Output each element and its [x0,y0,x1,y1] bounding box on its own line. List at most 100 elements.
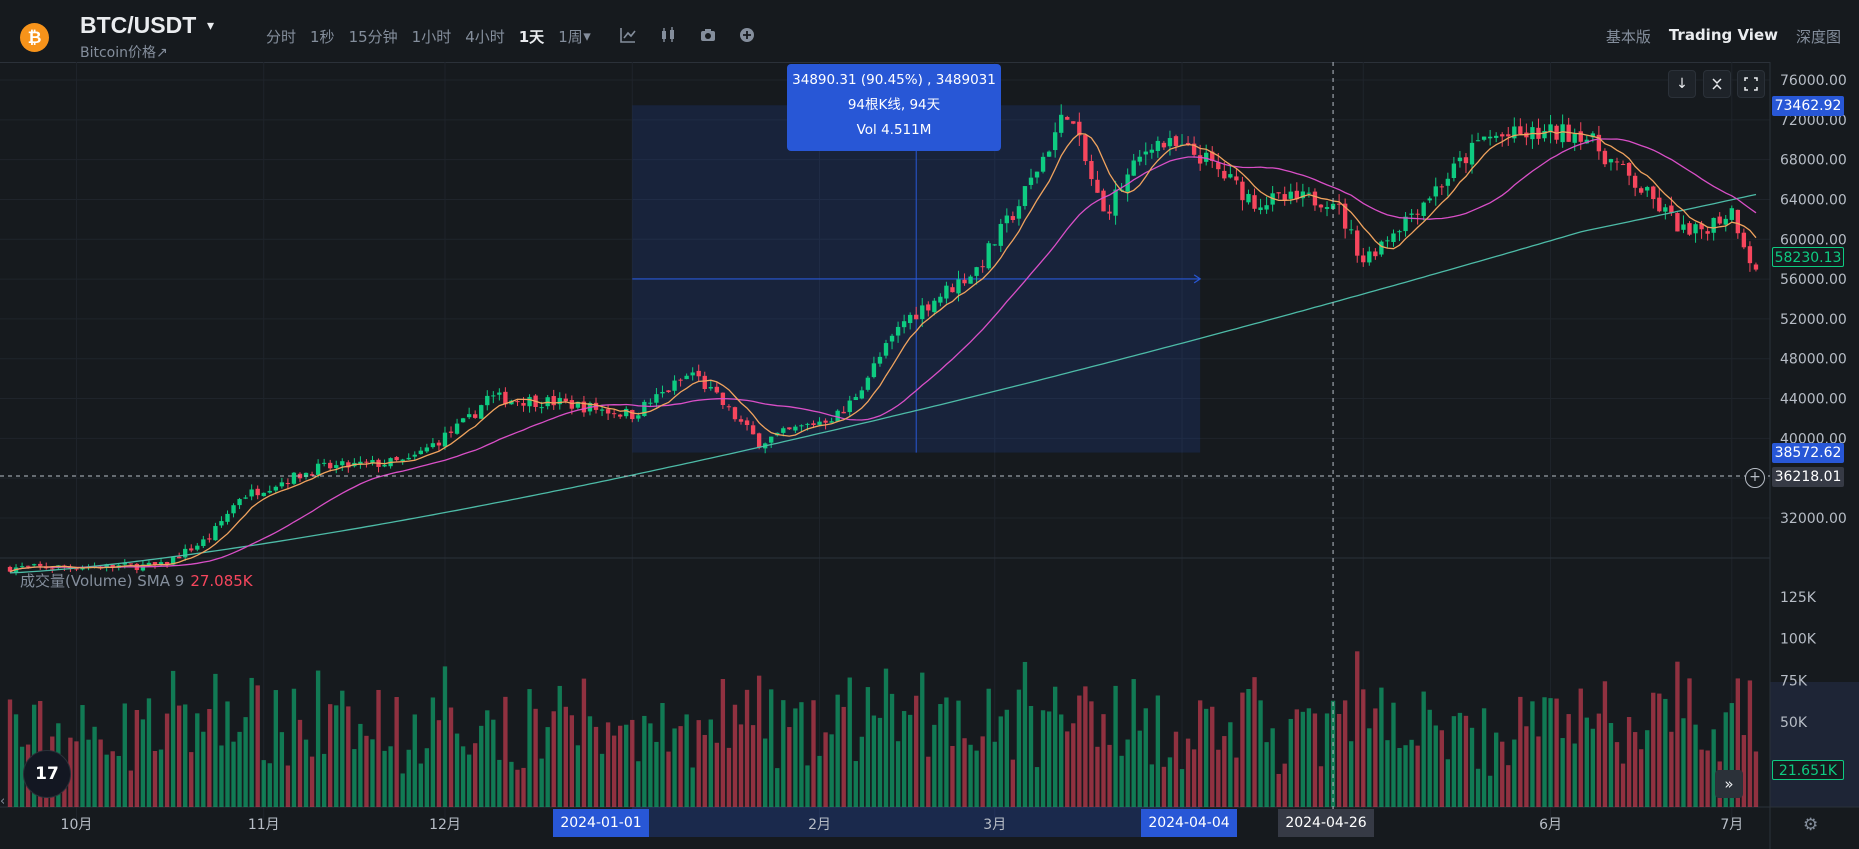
volume-bar [424,748,430,807]
volume-bar [551,711,556,807]
volume-bar [1065,731,1070,807]
candle-body [128,563,134,565]
volume-bar [1342,700,1348,807]
volume-bar [853,761,858,807]
candle-body [406,457,411,460]
tradingview-logo-icon[interactable]: 17 [23,750,71,798]
candle-body [1403,216,1408,232]
volume-bar [690,767,695,807]
more-intervals-chevron-icon[interactable]: ▾ [583,27,591,45]
volume-bar [732,704,738,807]
volume-bar [74,741,79,807]
candle-body [1306,192,1312,194]
interval-tab[interactable]: 4小时 [465,28,505,46]
fullscreen-icon[interactable] [1737,70,1765,98]
candle-body [412,454,417,457]
candle-body [1167,138,1173,147]
interval-tab[interactable]: 1小时 [411,28,452,46]
add-alert-icon[interactable]: + [1745,468,1765,488]
pair-selector[interactable]: BTC/USDT [80,12,197,38]
view-tab-tradingview[interactable]: Trading View [1668,26,1778,44]
add-icon[interactable] [737,26,757,46]
view-tab-depth[interactable]: 深度图 [1795,28,1841,46]
volume-bar [1179,769,1185,807]
candle-body [871,363,877,378]
view-switcher: 基本版 Trading View 深度图 [1606,26,1859,47]
candle-body [684,375,689,380]
price-chart[interactable]: 76000.00 72000.00 68000.00 64000.00 60000.00… [0,62,1859,849]
candle-body [920,305,925,320]
candle-body [648,402,653,404]
volume-bar [702,734,707,807]
volume-bar [321,753,327,807]
volume-bar [1324,713,1330,807]
candle-body [183,548,188,558]
volume-bar [841,706,846,807]
chevron-down-icon[interactable]: ▾ [207,18,215,34]
last-price-tag: 58230.13 [1772,247,1844,267]
interval-tab[interactable]: 分时 [266,28,297,46]
volume-bar [1107,744,1112,807]
view-tab-basic[interactable]: 基本版 [1605,28,1651,46]
candle-body [424,447,430,452]
settings-gear-icon[interactable]: ⚙ [1803,815,1819,835]
volume-bar [1481,708,1487,807]
candle-body [1240,181,1245,201]
volume-bar [1022,661,1028,807]
volume-bar [1252,677,1257,807]
pair-subtitle-link[interactable]: Bitcoin价格↗ [80,45,168,61]
candle-body [1638,188,1644,193]
candle-body [1258,207,1263,211]
candle-type-icon[interactable] [658,26,678,46]
volume-bar [672,728,677,807]
camera-icon[interactable] [698,26,718,46]
candle-body [1137,156,1142,162]
interval-tab[interactable]: 15分钟 [348,28,398,46]
interval-tab[interactable]: 1秒 [310,28,335,46]
price-tick-label: 52000.00 [1780,312,1847,328]
volume-bar [1530,701,1535,807]
candle-body [152,562,158,565]
candle-body [1059,114,1064,133]
price-tick-label: 72000.00 [1780,113,1847,129]
indicators-icon[interactable] [618,26,638,46]
candle-body [1445,178,1451,186]
candle-body [1342,203,1348,229]
volume-bar [1204,708,1209,807]
volume-bar [1421,691,1426,807]
candle-body [176,556,182,559]
volume-bar [364,735,369,807]
scroll-to-latest-icon[interactable]: » [1715,770,1743,798]
candle-body [1276,192,1281,194]
volume-bar [1361,689,1366,807]
interval-tab-active[interactable]: 1天 [518,28,545,46]
candle-body [279,482,285,487]
time-tick-label: 2月 [808,817,831,833]
time-tick-label: 12月 [429,817,461,833]
candle-body [750,425,756,435]
volume-bar [1306,708,1312,807]
volume-bar [1675,661,1680,807]
volume-bar [1572,743,1577,807]
candle-body [50,568,55,570]
candle-body [1711,217,1716,233]
volume-bar [1246,689,1251,807]
collapse-icon[interactable] [1703,70,1731,98]
candle-body [1312,191,1318,206]
scroll-left-icon[interactable]: ‹ [0,794,6,809]
candle-body [315,463,321,475]
volume-bar [1657,693,1662,807]
interval-tab[interactable]: 1周 [558,28,583,46]
volume-bar [666,751,671,807]
scroll-down-icon[interactable]: ↓ [1668,70,1696,98]
candle-body [267,490,272,493]
candle-body [328,462,333,469]
candle-body [672,380,677,391]
range-start-date-tag: 2024-01-01 [553,809,649,837]
candle-body [1077,121,1082,136]
candle-body [1071,121,1076,124]
candle-body [303,472,309,478]
volume-bar [1584,717,1589,807]
candle-body [158,562,164,565]
volume-bar [756,675,762,807]
